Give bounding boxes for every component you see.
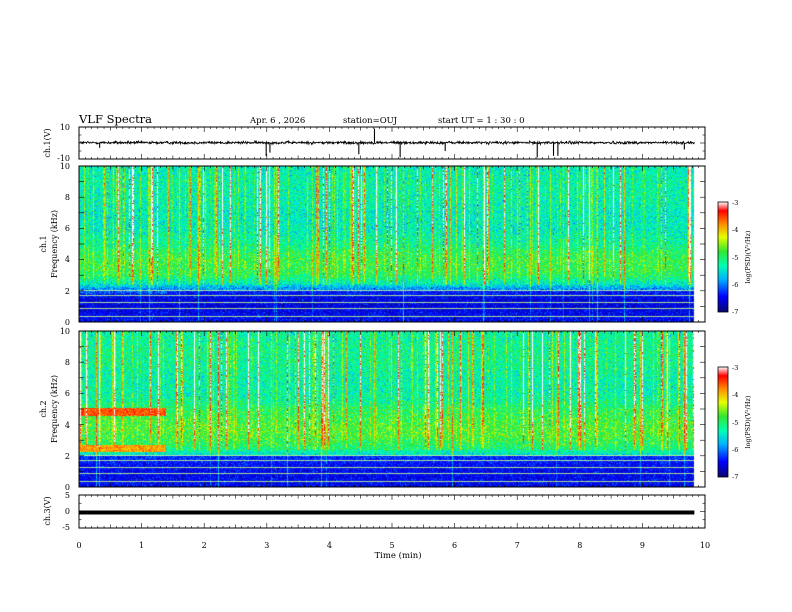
ch1-noise-trace — [78, 139, 695, 147]
ch3-waveform-panel: 5 0 -5 ch.3(V) — [43, 491, 706, 532]
ch1-ytick-0: 0 — [65, 318, 70, 327]
date-label: Apr. 6 , 2026 — [249, 116, 305, 126]
ch1-cbar-tick-5: -5 — [732, 254, 738, 262]
ch1-spectrogram-ylabel2: Frequency (kHz) — [50, 210, 59, 278]
ch1-ytick-2: 2 — [65, 287, 70, 296]
ch2-spectrogram-ylabel: ch.2 — [39, 400, 48, 417]
time-axis: 0 1 2 3 4 5 6 7 8 9 10 Time (min) — [76, 541, 710, 561]
ch1-waveform-ytick-top: 10 — [60, 123, 70, 132]
ch1-waveform-ytick-bottom: -10 — [57, 154, 70, 163]
ch1-spectrogram-image — [79, 166, 705, 322]
xtick-4: 4 — [327, 541, 332, 550]
station-label: station=OUJ — [343, 116, 398, 126]
ch2-spectrogram-ylabel2: Frequency (kHz) — [50, 375, 59, 443]
ch3-ytick-0: 0 — [65, 507, 70, 516]
ch1-ytick-4: 4 — [65, 255, 70, 264]
ch2-colorbar-gradient — [717, 366, 729, 478]
ch2-ytick-4: 4 — [65, 421, 70, 430]
ch2-spectrogram-ticks — [78, 330, 706, 488]
xtick-2: 2 — [202, 541, 207, 550]
ch2-cbar-tick-5: -5 — [732, 419, 738, 427]
xtick-10: 10 — [700, 541, 710, 550]
ch3-waveform-ticks — [78, 494, 706, 529]
ch2-ytick-8: 8 — [65, 358, 70, 367]
ch1-ytick-6: 6 — [65, 224, 70, 233]
ch2-cbar-tick-4: -4 — [732, 391, 738, 399]
ch2-spectrogram-panel: 0 2 4 6 8 10 ch.2 Frequency (kHz) — [39, 327, 706, 492]
ch1-waveform-ylabel: ch.1(V) — [43, 128, 52, 157]
xtick-7: 7 — [515, 541, 520, 550]
ch2-ytick-10: 10 — [60, 327, 70, 336]
ch1-cbar-tick-4: -4 — [732, 226, 738, 234]
ch1-ytick-10: 10 — [60, 162, 70, 171]
ch2-colorbar-label: log(PSD)(V²/Hz) — [744, 395, 752, 448]
xtick-1: 1 — [139, 541, 144, 550]
xtick-3: 3 — [264, 541, 269, 550]
ch2-spectrogram-image — [79, 331, 705, 487]
ch2-cbar-tick-7: -7 — [732, 473, 738, 481]
ch1-spectrogram-panel: 0 2 4 6 8 10 ch.1 Frequency (kHz) — [39, 162, 706, 327]
ch3-waveform-ylabel: ch.3(V) — [43, 496, 52, 525]
ch2-cbar-tick-3: -3 — [732, 364, 738, 372]
ch2-ytick-0: 0 — [65, 483, 70, 492]
x-axis-label: Time (min) — [374, 550, 421, 561]
ch1-ytick-8: 8 — [65, 193, 70, 202]
ch3-ytick-minus5: -5 — [62, 523, 70, 532]
xtick-0: 0 — [76, 541, 81, 550]
xtick-6: 6 — [452, 541, 457, 550]
ch3-ytick-5: 5 — [65, 491, 70, 500]
ch1-cbar-tick-3: -3 — [732, 199, 738, 207]
figure-title: VLF Spectra — [78, 112, 152, 126]
xtick-9: 9 — [640, 541, 645, 550]
ch1-spectrogram-ylabel: ch.1 — [39, 235, 48, 252]
ch1-waveform-panel: 10 -10 ch.1(V) — [43, 123, 706, 163]
ch2-ytick-6: 6 — [65, 389, 70, 398]
ch2-colorbar: -3 -4 -5 -6 -7 log(PSD)(V²/Hz) — [717, 364, 752, 481]
xtick-5: 5 — [389, 541, 394, 550]
ch1-cbar-tick-7: -7 — [732, 308, 738, 316]
ch1-colorbar-label: log(PSD)(V²/Hz) — [744, 230, 752, 283]
ch1-colorbar: -3 -4 -5 -6 -7 log(PSD)(V²/Hz) — [717, 199, 752, 316]
ch1-waveform-ticks — [78, 126, 706, 160]
ch2-cbar-tick-6: -6 — [732, 446, 738, 454]
start-time-label: start UT = 1 : 30 : 0 — [438, 116, 525, 126]
ch1-cbar-tick-6: -6 — [732, 281, 738, 289]
ch1-spectrogram-ticks — [78, 165, 706, 323]
ch1-colorbar-gradient — [717, 201, 729, 313]
ch2-ytick-2: 2 — [65, 452, 70, 461]
ch1-waveform-trace — [78, 128, 695, 158]
xtick-8: 8 — [577, 541, 582, 550]
